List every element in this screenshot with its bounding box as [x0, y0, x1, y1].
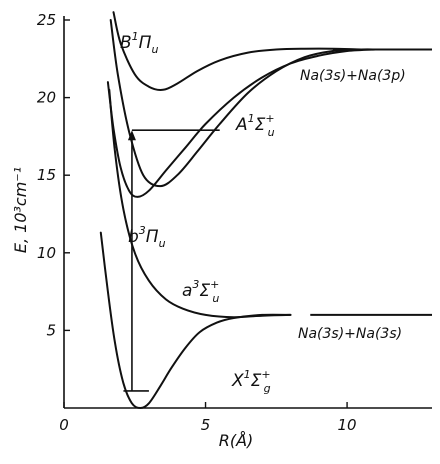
- curve-B: [112, 11, 377, 91]
- x-tick-label: 0: [59, 416, 69, 434]
- asymptote-label-upper: Na(3s)+Na(3p): [300, 68, 406, 84]
- axes: 5 10 15 20 25 0 5 10 R(Å) E, 10³cm⁻¹: [11, 11, 432, 450]
- y-tick-label: 15: [37, 166, 56, 184]
- x-axis-title: R(Å): [219, 431, 254, 450]
- curve-a: [108, 88, 292, 319]
- curve-b: [106, 48, 377, 198]
- curve-label-X: X1Σ+ g: [231, 368, 271, 395]
- curve-label-A: A1Σ+ u: [235, 112, 275, 139]
- curve-labels: X1Σ+ g a3Σ+ u b3Πu A1Σ+ u B1Πu Na(3s)+Na(3p) Na(3…: [120, 30, 406, 395]
- y-tick-label: 20: [37, 89, 56, 107]
- x-tick-label: 10: [338, 416, 357, 434]
- y-axis-title: E, 10³cm⁻¹: [11, 167, 30, 253]
- transition-arrowhead: [127, 130, 136, 141]
- curves: [99, 11, 432, 410]
- curve-label-B: B1Πu: [120, 30, 158, 56]
- y-tick-label: 10: [37, 244, 56, 262]
- transition-lines: [123, 129, 220, 392]
- curve-label-a: a3Σ+ u: [182, 278, 219, 305]
- y-tick-label: 5: [46, 321, 56, 339]
- x-tick-label: 5: [201, 416, 211, 434]
- curve-X: [99, 231, 292, 410]
- asymptote-label-lower: Na(3s)+Na(3s): [298, 326, 402, 342]
- y-tick-label: 25: [37, 11, 56, 29]
- curve-label-b: b3Πu: [128, 224, 166, 250]
